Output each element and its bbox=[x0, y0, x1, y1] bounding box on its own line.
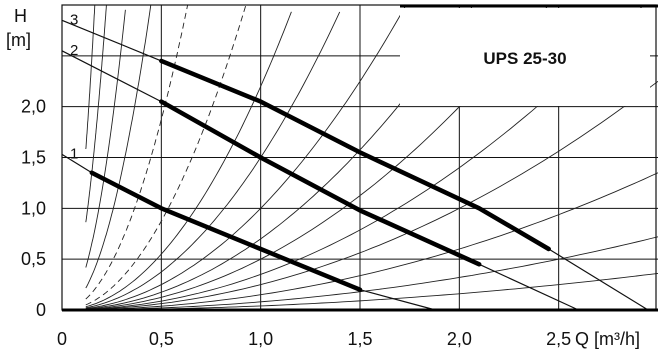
labels-layer: H [m] Q [m³/h] 0 0,5 1,0 1,5 2,0 2,5 0 0,5 1,0 1,… bbox=[6, 6, 640, 349]
x-tick-label: 0 bbox=[57, 329, 67, 349]
title-box-layer: UPS 25-30 bbox=[400, 8, 650, 106]
curve-label-2: 2 bbox=[70, 42, 78, 59]
y-tick-label: 1,5 bbox=[21, 148, 46, 168]
system-curve bbox=[85, 9, 126, 268]
x-tick-label: 2,5 bbox=[546, 329, 571, 349]
system-curve bbox=[85, 80, 658, 311]
system-curve bbox=[85, 4, 407, 309]
system-curve bbox=[85, 4, 96, 150]
y-tick-label: 2,0 bbox=[21, 97, 46, 117]
y-tick-label: 0 bbox=[36, 300, 46, 320]
system-curve bbox=[85, 172, 658, 311]
title-box bbox=[400, 8, 650, 106]
x-tick-label: 0,5 bbox=[149, 329, 174, 349]
system-curve bbox=[85, 4, 107, 223]
pump-curve-3-operating bbox=[159, 58, 551, 252]
frame-layer bbox=[61, 4, 658, 312]
y-axis-unit: [m] bbox=[6, 30, 31, 50]
system-curve bbox=[85, 11, 341, 309]
system-curve bbox=[85, 4, 247, 306]
pump-curve-2-operating bbox=[159, 99, 482, 267]
system-curve bbox=[85, 4, 189, 300]
pump-curves-layer: 1 2 3 bbox=[61, 11, 649, 311]
x-tick-label: 2,0 bbox=[447, 329, 472, 349]
chart-title: UPS 25-30 bbox=[483, 49, 566, 68]
x-tick-label: 1,5 bbox=[347, 329, 372, 349]
curve-label-1: 1 bbox=[70, 145, 78, 162]
curve-label-3: 3 bbox=[70, 11, 78, 28]
pump-curve-1-operating bbox=[89, 170, 363, 292]
x-tick-label: 1,0 bbox=[248, 329, 273, 349]
y-tick-label: 0,5 bbox=[21, 249, 46, 269]
y-tick-label: 1,0 bbox=[21, 198, 46, 218]
x-axis-title: Q [m³/h] bbox=[575, 329, 640, 349]
y-axis-title: H bbox=[14, 6, 27, 26]
system-curve bbox=[85, 236, 658, 311]
